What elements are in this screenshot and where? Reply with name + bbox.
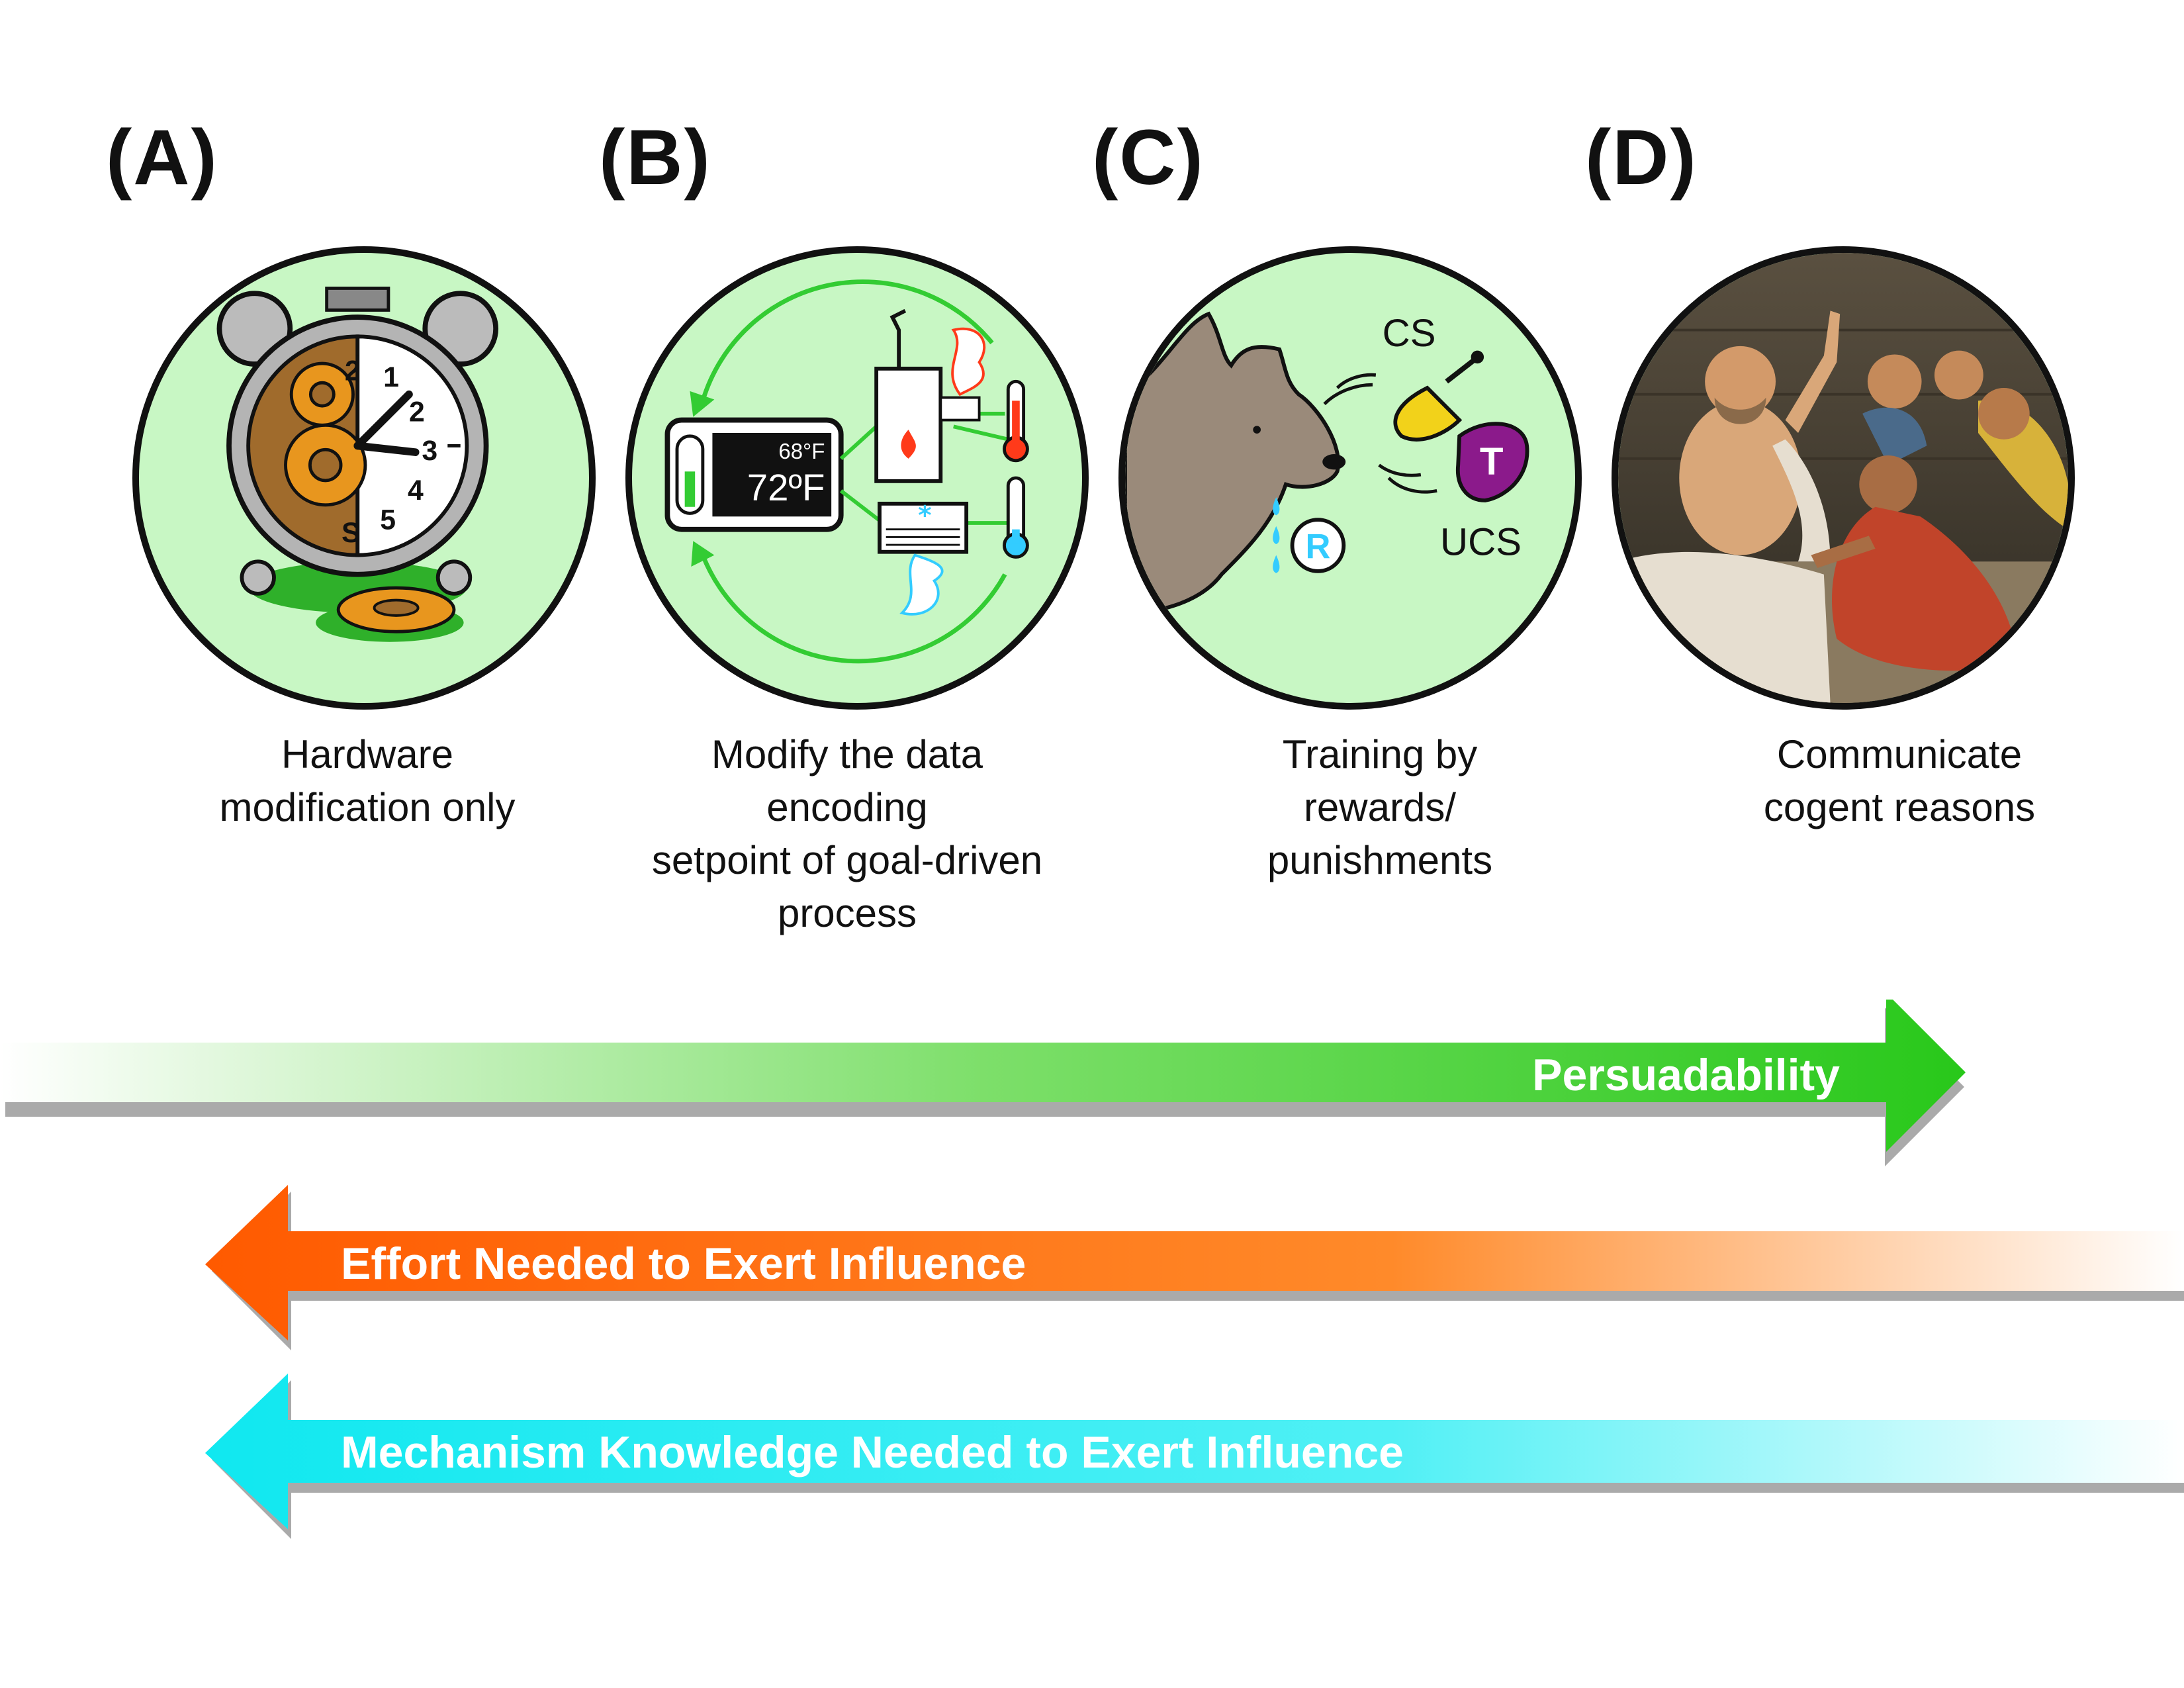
- caption-line: Communicate: [1776, 732, 2023, 776]
- panel-c-circle: R CS T UCS: [1118, 246, 1582, 710]
- sound-waves-icon: [1323, 373, 1437, 494]
- thermostat-illustration: 68°F 72ºF *: [664, 279, 1029, 664]
- snooze-button: [325, 287, 390, 312]
- clock-number: 1: [383, 361, 399, 393]
- hour-hand: [353, 442, 420, 456]
- arrow-body: [205, 1185, 2184, 1340]
- meat-icon: [1455, 422, 1529, 502]
- follower-head: [1934, 350, 1983, 400]
- thermostat-screen: [712, 433, 832, 517]
- minute-hand: [353, 390, 413, 450]
- panel-b-circle: 68°F 72ºF *: [625, 246, 1089, 710]
- panel-a-circle: 1 2 3 4 5 2 S: [132, 246, 596, 710]
- snowflake-icon: *: [918, 501, 931, 531]
- seated-figure-head: [1859, 455, 1917, 514]
- conditioning-illustration: R CS T UCS: [1125, 311, 1529, 615]
- caption-line: cogent reasons: [1763, 785, 2036, 829]
- clock-number: 4: [408, 475, 424, 506]
- response-badge: [1290, 518, 1346, 573]
- panel-d-circle: [1612, 246, 2075, 710]
- caption-line: Modify the data encoding: [711, 732, 983, 829]
- caption-line: Training by: [1282, 732, 1478, 776]
- panel-letter-a: (A): [106, 114, 218, 201]
- philosopher-head: [1705, 346, 1776, 417]
- gear-icon: [284, 361, 367, 507]
- clock-ticks: [355, 343, 461, 549]
- persuadability-arrow: Persuadability: [0, 1000, 1972, 1178]
- response-label: R: [1305, 528, 1330, 566]
- arrow-body: [0, 1000, 1966, 1152]
- clock-number: S: [341, 517, 361, 549]
- current-temp-label: 72ºF: [747, 467, 825, 508]
- clock-number: 2: [409, 397, 425, 428]
- mechanism-label: Mechanism Knowledge Needed to Exert Infl…: [341, 1427, 1404, 1477]
- caption-d: Communicate cogent reasons: [1694, 728, 2105, 834]
- clock-number: 3: [422, 435, 437, 467]
- caption-line: modification only: [219, 785, 516, 829]
- bell-icon: [1393, 385, 1463, 442]
- clock-number: 5: [380, 504, 396, 536]
- caption-a: Hardware modification only: [162, 728, 572, 834]
- saliva-drops-icon: [1273, 497, 1280, 573]
- painting-illustration: [1618, 253, 2068, 703]
- caption-line: Hardware: [281, 732, 454, 776]
- alarm-clock-illustration: 1 2 3 4 5 2 S: [216, 287, 499, 642]
- panel-letter-d: (D): [1585, 114, 1698, 201]
- cycle-arrow-top: [700, 279, 994, 402]
- set-temp-label: 68°F: [778, 439, 825, 463]
- meat-letter: T: [1480, 440, 1504, 483]
- caption-line: rewards/: [1303, 785, 1457, 829]
- right-leg: [435, 559, 473, 596]
- panel-letter-c: (C): [1092, 114, 1205, 201]
- air-conditioner-icon: [878, 501, 969, 554]
- mechanism-arrow: Mechanism Knowledge Needed to Exert Infl…: [205, 1360, 2184, 1546]
- raised-arm: [1785, 310, 1841, 433]
- persuadability-label: Persuadability: [1532, 1050, 1840, 1100]
- heat-steam-icon: [951, 327, 986, 397]
- dog-eye: [1253, 426, 1261, 434]
- flame-icon: [901, 430, 916, 459]
- furnace-icon: [874, 366, 943, 483]
- caption-line: process: [777, 891, 917, 935]
- cycle-arrow-bottom: [700, 554, 1007, 664]
- clock-face-half: [355, 334, 469, 557]
- effort-arrow: Effort Needed to Exert Influence: [205, 1178, 2184, 1350]
- panel-letter-b: (B): [599, 114, 711, 201]
- philosopher-torso: [1679, 400, 1801, 555]
- caption-line: setpoint of goal-driven: [651, 838, 1043, 882]
- cs-label: CS: [1383, 312, 1436, 355]
- red-robe: [1832, 506, 2017, 671]
- clock-number: 2: [345, 355, 361, 387]
- arrow-body: [205, 1374, 2184, 1529]
- follower-head: [1978, 388, 2030, 440]
- dog-icon: [1125, 311, 1340, 615]
- follower-head: [1867, 354, 1922, 409]
- dog-nose: [1322, 454, 1346, 470]
- ucs-label: UCS: [1440, 521, 1522, 564]
- caption-b: Modify the data encoding setpoint of goa…: [642, 728, 1052, 940]
- caption-c: Training by rewards/ punishments: [1175, 728, 1585, 887]
- caption-line: punishments: [1267, 838, 1493, 882]
- radiator-icon: [939, 396, 981, 422]
- cold-air-icon: [899, 553, 944, 616]
- effort-label: Effort Needed to Exert Influence: [341, 1239, 1026, 1289]
- white-drapery: [1618, 551, 1831, 703]
- left-leg: [240, 559, 276, 596]
